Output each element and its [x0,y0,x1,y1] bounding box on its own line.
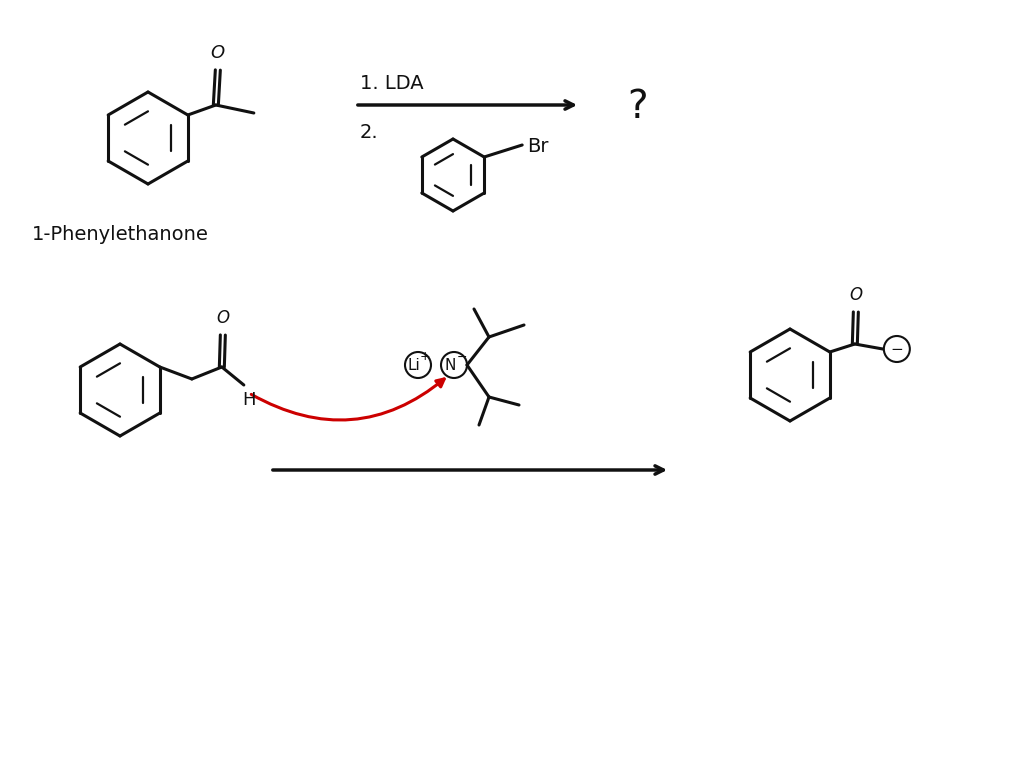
Text: Br: Br [527,137,549,157]
Text: H: H [242,391,255,409]
Text: −: − [457,350,467,363]
Text: 1-Phenylethanone: 1-Phenylethanone [32,226,209,244]
Text: O: O [211,44,225,62]
Text: 2.: 2. [360,123,379,142]
Text: ?: ? [628,88,648,126]
Text: +: + [420,350,430,363]
Text: O: O [849,286,862,304]
FancyArrowPatch shape [251,379,444,420]
Text: Li: Li [408,357,421,372]
Text: 1. LDA: 1. LDA [360,74,424,93]
Text: −: − [891,342,903,356]
Text: N: N [444,357,456,372]
Text: O: O [216,309,229,327]
